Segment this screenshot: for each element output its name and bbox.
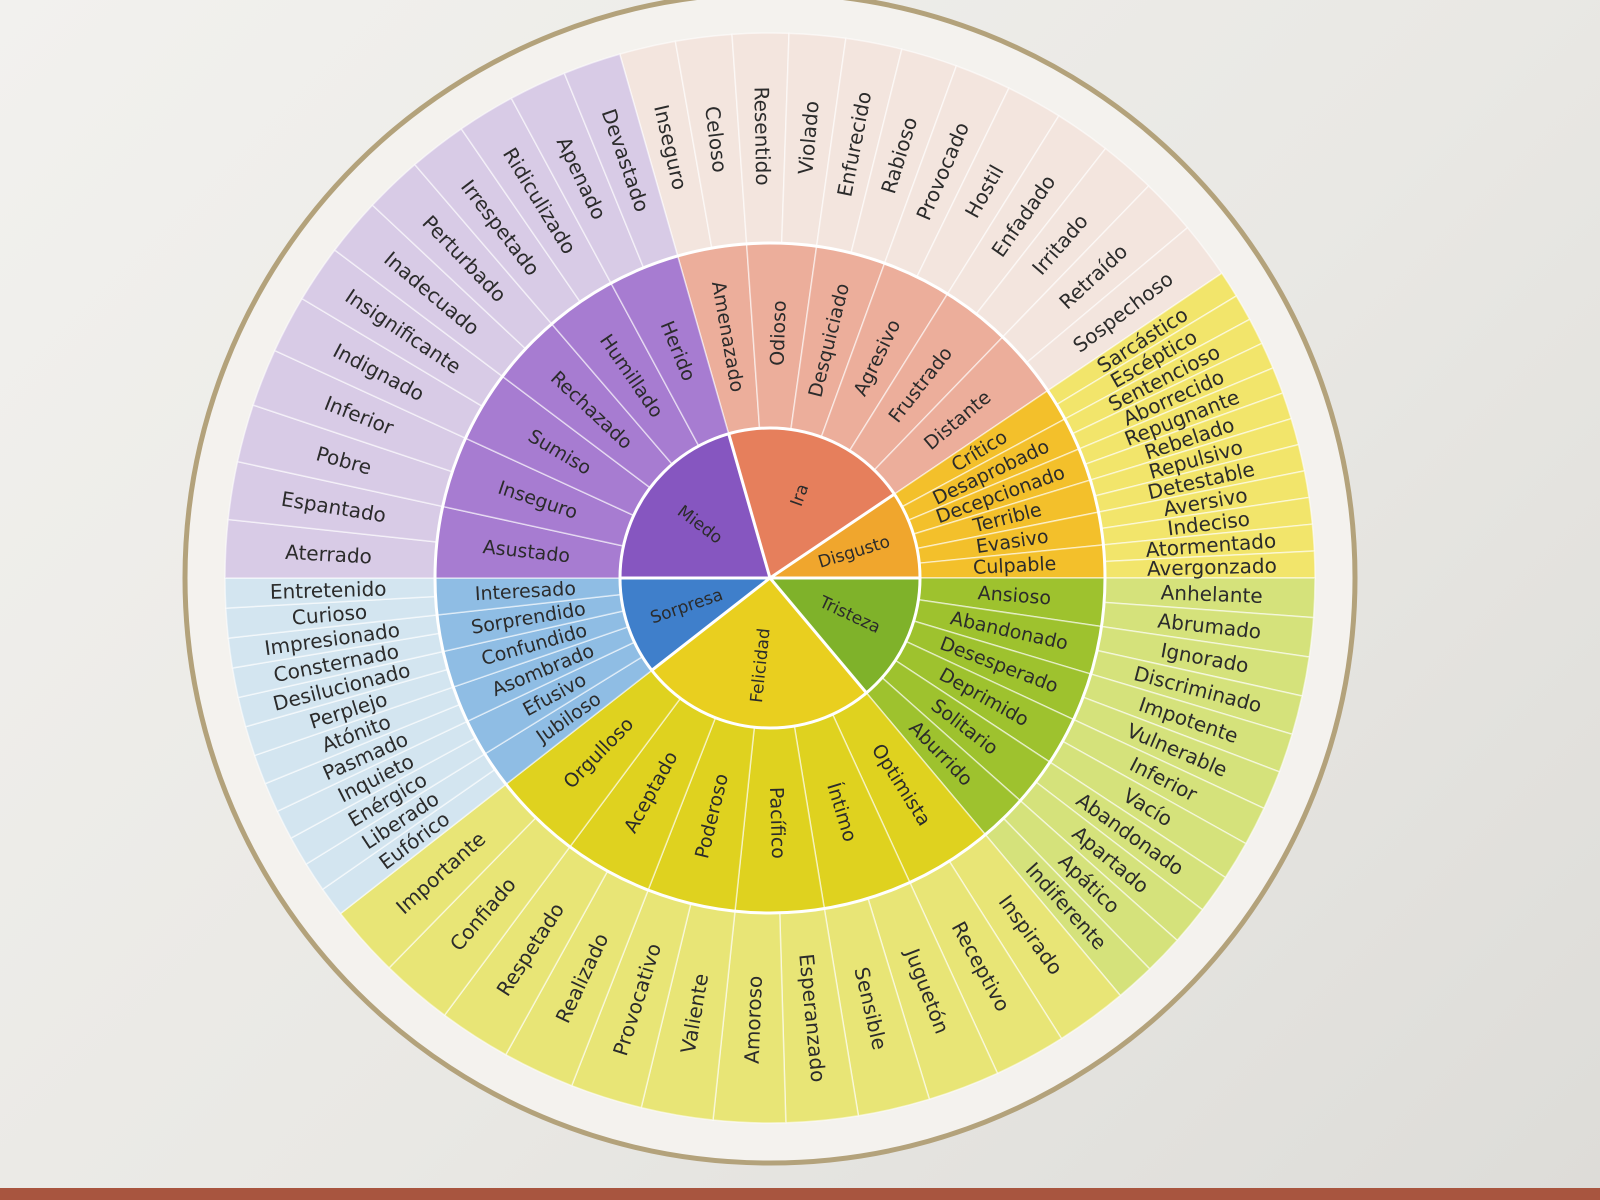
outer-label: Entretenido xyxy=(270,577,387,604)
mid-label: Ansioso xyxy=(977,582,1052,609)
core-divider xyxy=(650,576,771,672)
core-divider xyxy=(768,577,868,694)
ring-boundary xyxy=(618,426,922,730)
outer-label: Aterrado xyxy=(285,540,373,569)
outer-label: Resentido xyxy=(749,86,775,185)
mid-label: Culpable xyxy=(973,553,1057,579)
table-edge xyxy=(0,1188,1600,1200)
ring-boundary xyxy=(433,241,1107,915)
outer-label: Anhelante xyxy=(1160,580,1263,608)
mid-label: Odioso xyxy=(766,300,790,366)
wheel-segments xyxy=(224,32,1316,1124)
core-divider xyxy=(769,492,896,580)
outer-label: Amoroso xyxy=(740,975,767,1064)
mid-label: Pacífico xyxy=(765,787,789,860)
core-divider xyxy=(727,433,772,579)
outer-label: Avergonzado xyxy=(1147,553,1277,580)
